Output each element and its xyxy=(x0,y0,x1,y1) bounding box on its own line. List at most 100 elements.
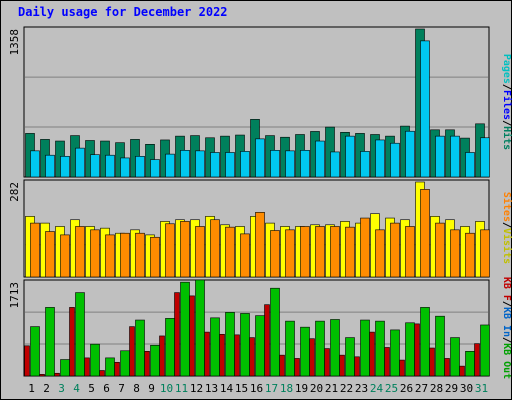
x-tick-label: 9 xyxy=(148,382,155,395)
sites-bar xyxy=(75,226,85,278)
kb-f-bar xyxy=(459,365,465,377)
kb-out-bar xyxy=(420,307,430,377)
files-bar xyxy=(315,140,325,178)
files-bar xyxy=(30,150,40,178)
x-tick-label: 26 xyxy=(400,382,413,395)
kb-out-bar xyxy=(225,312,235,377)
x-tick-label: 18 xyxy=(280,382,293,395)
panel-2: 1713 xyxy=(8,279,490,377)
kb-f-bar xyxy=(309,338,315,377)
sites-bar xyxy=(300,226,310,278)
files-bar xyxy=(150,159,160,178)
y-max-label: 1358 xyxy=(8,29,21,56)
legend-item: KB In xyxy=(501,307,512,337)
sites-bar xyxy=(150,236,160,278)
x-tick-label: 16 xyxy=(250,382,263,395)
sites-bar xyxy=(360,217,370,278)
files-bar xyxy=(120,157,130,178)
x-tick-label: 1 xyxy=(28,382,35,395)
files-bar xyxy=(465,152,475,178)
kb-f-bar xyxy=(69,307,75,377)
kb-out-bar xyxy=(255,315,265,377)
kb-f-bar xyxy=(189,295,195,377)
y-max-label: 1713 xyxy=(8,282,21,309)
x-tick-label: 3 xyxy=(58,382,65,395)
kb-f-bar xyxy=(324,348,330,377)
files-bar xyxy=(225,152,235,178)
legend-bottom: KB F/KB In/KB Out xyxy=(501,277,512,379)
kb-out-bar xyxy=(30,326,40,377)
kb-out-bar xyxy=(135,319,145,377)
sites-bar xyxy=(375,229,385,278)
legend-item: / xyxy=(501,120,512,126)
sites-bar xyxy=(285,229,295,278)
kb-f-bar xyxy=(54,372,60,377)
kb-f-bar xyxy=(354,356,360,377)
x-tick-label: 2 xyxy=(43,382,50,395)
kb-f-bar xyxy=(249,337,255,377)
kb-f-bar xyxy=(99,370,105,377)
kb-f-bar xyxy=(279,354,285,377)
sites-bar xyxy=(105,234,115,278)
kb-out-bar xyxy=(180,281,190,377)
legend-item: Pages xyxy=(501,54,512,84)
sites-bar xyxy=(120,232,130,278)
kb-out-bar xyxy=(360,319,370,377)
x-tick-label: 21 xyxy=(325,382,338,395)
kb-out-bar xyxy=(120,350,130,377)
kb-f-bar xyxy=(399,359,405,377)
sites-bar xyxy=(240,233,250,278)
chart-title: Daily usage for December 2022 xyxy=(18,5,228,19)
files-bar xyxy=(195,150,205,178)
sites-bar xyxy=(135,232,145,278)
x-tick-label: 17 xyxy=(265,382,278,395)
kb-out-bar xyxy=(465,351,475,377)
kb-out-bar xyxy=(195,279,205,377)
kb-f-bar xyxy=(339,354,345,377)
files-bar xyxy=(60,155,70,178)
legend-item: Visits xyxy=(501,228,512,264)
files-bar xyxy=(450,135,460,178)
kb-f-bar xyxy=(129,326,135,377)
x-tick-label: 15 xyxy=(235,382,248,395)
x-tick-label: 13 xyxy=(205,382,218,395)
kb-f-bar xyxy=(384,347,390,377)
files-bar xyxy=(105,154,115,178)
kb-f-bar xyxy=(144,351,150,377)
kb-f-bar xyxy=(294,358,300,377)
kb-out-bar xyxy=(315,320,325,377)
files-bar xyxy=(300,149,310,178)
sites-bar xyxy=(60,234,70,278)
x-tick-label: 4 xyxy=(73,382,80,395)
kb-f-bar xyxy=(369,331,375,377)
sites-bar xyxy=(210,219,220,278)
x-tick-label: 23 xyxy=(355,382,368,395)
y-max-label: 282 xyxy=(8,182,21,202)
files-bar xyxy=(330,151,340,178)
kb-out-bar xyxy=(450,337,460,377)
legend-item: / xyxy=(501,84,512,90)
sites-bar xyxy=(90,229,100,278)
sites-bar xyxy=(450,229,460,278)
sites-bar xyxy=(465,232,475,278)
kb-out-bar xyxy=(270,287,280,377)
kb-f-bar xyxy=(264,304,270,377)
kb-f-bar xyxy=(414,323,420,377)
files-bar xyxy=(405,130,415,178)
kb-out-bar xyxy=(375,320,385,377)
legend-item: / xyxy=(501,222,512,228)
kb-out-bar xyxy=(480,324,490,377)
sites-bar xyxy=(435,222,445,278)
sites-bar xyxy=(195,226,205,278)
x-tick-label: 31 xyxy=(475,382,488,395)
x-tick-label: 29 xyxy=(445,382,458,395)
kb-out-bar xyxy=(240,313,250,377)
sites-bar xyxy=(165,223,175,278)
panel-0: 1358 xyxy=(8,26,490,178)
files-bar xyxy=(90,154,100,178)
legend-item: Files xyxy=(501,90,512,120)
x-tick-label: 14 xyxy=(220,382,234,395)
legend-item: / xyxy=(501,337,512,343)
kb-f-bar xyxy=(444,358,450,377)
